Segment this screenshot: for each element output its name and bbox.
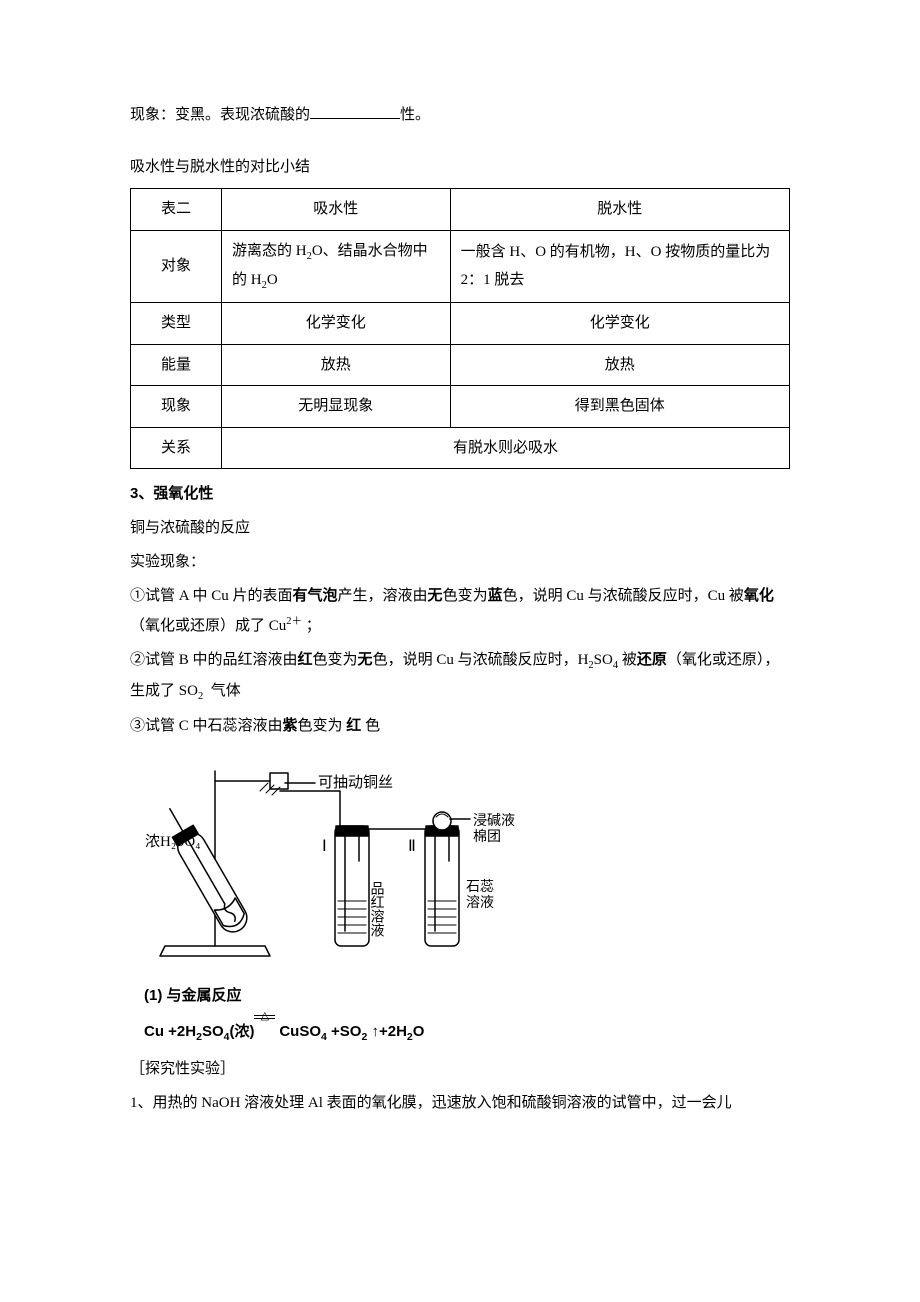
th-dehydrate: 脱水性 <box>450 189 789 231</box>
eq-arrow: △ <box>254 1017 275 1047</box>
th-absorb: 吸水性 <box>222 189 451 231</box>
label-one: Ⅰ <box>322 838 327 855</box>
th-blank: 表二 <box>131 189 222 231</box>
sec3-p2: ②试管 B 中的品红溶液由红色变为无色，说明 Cu 与浓硫酸反应时，H2SO4 … <box>130 645 790 707</box>
explore-title: ［探究性实验］ <box>130 1054 790 1084</box>
label-pinhong: 品红溶液 <box>369 881 385 937</box>
sec3-p1: ①试管 A 中 Cu 片的表面有气泡产生，溶液由无色变为蓝色，说明 Cu 与浓硫… <box>130 581 790 641</box>
sec3-p3: ③试管 C 中石蕊溶液由紫色变为 红 色 <box>130 711 790 741</box>
compare-title: 吸水性与脱水性的对比小结 <box>130 152 790 182</box>
eq-right: CuSO4 +SO2 ↑+2H2O <box>275 1023 424 1040</box>
label-shirui-1: 石蕊 <box>466 879 494 895</box>
table-row: 表二 吸水性 脱水性 <box>131 189 790 231</box>
row-type-b: 化学变化 <box>450 303 789 345</box>
row-rel-h: 关系 <box>131 427 222 469</box>
row-energy-b: 放热 <box>450 344 789 386</box>
row-target-b: 一般含 H、O 的有机物，H、O 按物质的量比为 2：1 脱去 <box>450 230 789 303</box>
sec3-react: 铜与浓硫酸的反应 <box>130 513 790 543</box>
spacer <box>130 134 790 152</box>
row-target-h: 对象 <box>131 230 222 303</box>
table-row: 能量 放热 放热 <box>131 344 790 386</box>
phen-post: 性。 <box>400 107 430 123</box>
row-type-a: 化学变化 <box>222 303 451 345</box>
table-row: 对象 游离态的 H2O、结晶水合物中的 H2O 一般含 H、O 的有机物，H、O… <box>131 230 790 303</box>
table-row: 现象 无明显现象 得到黑色固体 <box>131 386 790 428</box>
row-type-h: 类型 <box>131 303 222 345</box>
sec3-phen-label: 实验现象： <box>130 547 790 577</box>
row-energy-h: 能量 <box>131 344 222 386</box>
label-shirui-2: 溶液 <box>466 895 494 911</box>
equation: Cu +2H2SO4(浓)△ CuSO4 +SO2 ↑+2H2O <box>144 1017 790 1048</box>
phen-pre: 现象：变黑。表现浓硫酸的 <box>130 107 310 123</box>
label-cotton1: 浸碱液 <box>473 813 515 829</box>
label-cotton2: 棉团 <box>473 828 501 845</box>
explore-q1: 1、用热的 NaOH 溶液处理 Al 表面的氧化膜，迅速放入饱和硫酸铜溶液的试管… <box>130 1088 790 1118</box>
label-acid: 浓H₂SO₄ <box>145 833 200 850</box>
compare-table: 表二 吸水性 脱水性 对象 游离态的 H2O、结晶水合物中的 H2O 一般含 H… <box>130 188 790 469</box>
row-energy-a: 放热 <box>222 344 451 386</box>
table-row: 类型 化学变化 化学变化 <box>131 303 790 345</box>
blank-fill[interactable] <box>310 103 400 119</box>
row-target-a: 游离态的 H2O、结晶水合物中的 H2O <box>222 230 451 303</box>
row-phen-h: 现象 <box>131 386 222 428</box>
label-two: Ⅱ <box>408 838 416 855</box>
sec3-title: 3、强氧化性 <box>130 479 790 509</box>
table-row: 关系 有脱水则必吸水 <box>131 427 790 469</box>
eq-left: Cu +2H2SO4(浓) <box>144 1023 254 1040</box>
row-rel-v: 有脱水则必吸水 <box>222 427 790 469</box>
row-phen-b: 得到黑色固体 <box>450 386 789 428</box>
phenomenon-line: 现象：变黑。表现浓硫酸的 性。 <box>130 100 790 130</box>
label-wire: 可抽动铜丝 <box>318 774 393 791</box>
metal-title: (1) 与金属反应 <box>144 981 790 1011</box>
row-phen-a: 无明显现象 <box>222 386 451 428</box>
apparatus-diagram: 可抽动铜丝 浓H₂SO₄ Ⅰ Ⅱ 浸碱液 棉团 品红溶液 石蕊 溶液 <box>140 751 530 971</box>
